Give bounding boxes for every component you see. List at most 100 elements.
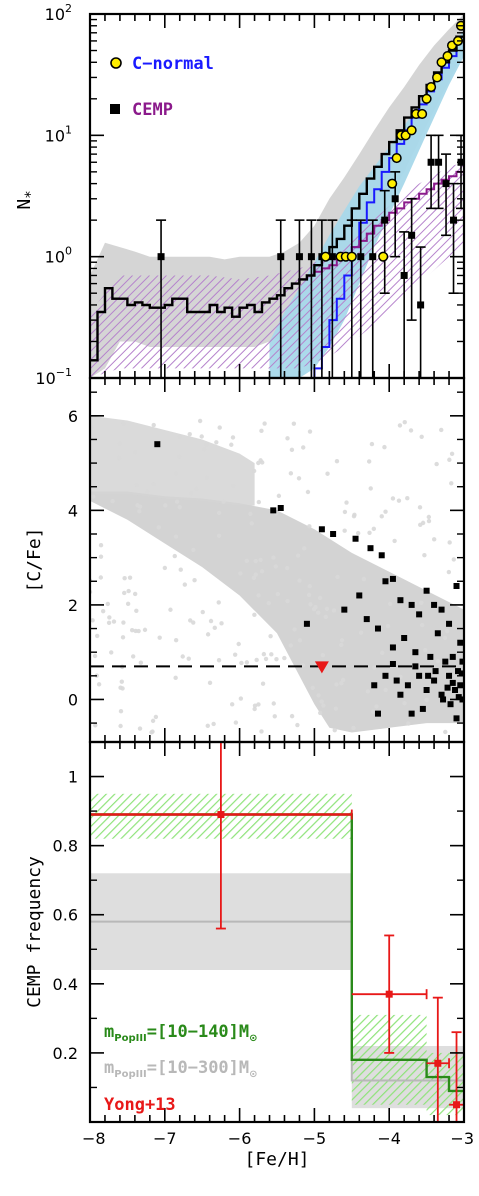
c-normal-point (320, 251, 331, 262)
model-speckle (366, 459, 372, 464)
model-speckle (261, 651, 267, 657)
yong-point (217, 811, 225, 819)
cemp-star-point (374, 625, 381, 632)
model-speckle (406, 721, 411, 726)
cemp-point (391, 195, 399, 203)
model-speckle (292, 627, 297, 632)
model-speckle (173, 675, 178, 681)
model-speckle (289, 447, 295, 453)
model-speckle (295, 553, 301, 558)
model-speckle (276, 493, 282, 499)
model-speckle (374, 704, 379, 709)
model-speckle (105, 601, 111, 607)
model-speckle (318, 710, 323, 716)
model-speckle (317, 595, 323, 601)
cemp-star-point (382, 672, 389, 679)
model-speckle (302, 546, 307, 551)
c-normal-point (387, 178, 398, 189)
model-speckle (216, 658, 222, 663)
model-speckle (424, 697, 429, 703)
cemp-star-point (447, 701, 454, 708)
cemp-star-point (432, 668, 439, 675)
cemp-star-point (438, 606, 445, 613)
model-speckle (177, 454, 182, 459)
model-speckle (447, 457, 452, 462)
model-speckle (202, 447, 207, 452)
cemp-star-point (378, 552, 385, 559)
upper-limit-marker (314, 661, 329, 674)
cemp-star-point (412, 649, 419, 656)
model-speckle (296, 476, 302, 481)
model-speckle (307, 583, 312, 589)
y-tick-label-top: 101 (45, 123, 72, 145)
panel-middle: 0 2 4 6 [C/Fe] (24, 376, 466, 744)
model-speckle (248, 511, 253, 517)
model-speckle (291, 421, 297, 426)
cemp-star-point (446, 672, 453, 679)
model-speckle (262, 421, 267, 426)
green-model-line (90, 813, 464, 1093)
model-speckle (305, 489, 311, 495)
model-speckle (370, 709, 376, 714)
model-speckle (431, 537, 437, 542)
panel-top: 10−1 100 101 102 C−normal CEMP N* (14, 2, 466, 388)
yong-point (453, 1101, 461, 1109)
model-speckle (252, 703, 258, 708)
model-speckle (355, 530, 361, 536)
cemp-star-point (425, 672, 432, 679)
model-speckle (232, 652, 238, 657)
cemp-star-point (431, 601, 438, 608)
model-speckle (96, 682, 102, 687)
x-tick-label: −8 (82, 1129, 106, 1148)
cemp-point (417, 301, 425, 309)
cemp-star-point (434, 630, 441, 637)
yong-point (434, 1059, 442, 1067)
y-tick-label-top: 100 (45, 245, 72, 267)
model-speckle (90, 494, 96, 499)
model-speckle (288, 643, 293, 648)
model-speckle (110, 498, 115, 504)
model-speckle (308, 602, 313, 607)
model-speckle (129, 627, 135, 633)
model-speckle (434, 461, 439, 467)
model-speckle (125, 601, 131, 607)
y-tick-label-bottom: 1 (68, 768, 78, 787)
model-speckle (288, 471, 294, 476)
y-tick-label-top: 102 (45, 2, 72, 24)
model-speckle (216, 510, 222, 516)
legend-bottom: mPopIII=[10−140]M⊙ mPopIII=[10−300]M⊙ Yo… (104, 1022, 258, 1115)
cemp-star-point (416, 611, 423, 618)
cemp-star-point (438, 691, 445, 698)
cemp-star-point (444, 684, 451, 691)
panel-bottom: 0.2 0.4 0.6 0.8 1 mPopIII=[10−140]M⊙ mPopIII… (24, 740, 466, 1124)
model-speckle (233, 720, 239, 725)
model-speckle (117, 441, 122, 446)
c-normal-point (442, 51, 453, 62)
x-tick-label: −7 (153, 1129, 177, 1148)
model-speckle (107, 615, 112, 620)
model-speckle (221, 499, 226, 504)
model-speckle (252, 706, 257, 712)
cemp-star-point (427, 653, 434, 660)
model-speckle (383, 509, 388, 514)
cemp-star-point (356, 592, 363, 599)
model-speckle (100, 608, 106, 614)
cemp-star-point (404, 682, 411, 689)
y-tick-label-middle: 6 (68, 407, 78, 426)
model-speckle (382, 444, 387, 450)
model-speckle (118, 685, 123, 690)
model-speckle (339, 681, 344, 686)
model-speckle (351, 513, 357, 519)
cemp-point (381, 216, 389, 224)
model-speckle (269, 652, 274, 657)
model-speckle (422, 552, 427, 558)
cemp-star-point (416, 672, 423, 679)
cemp-point (357, 253, 365, 261)
model-speckle (249, 521, 254, 526)
model-speckle (351, 725, 356, 731)
cemp-star-point (371, 682, 378, 689)
model-speckle (397, 423, 403, 428)
model-speckle (236, 641, 241, 647)
model-speckle (316, 693, 321, 698)
model-speckle (239, 660, 244, 666)
